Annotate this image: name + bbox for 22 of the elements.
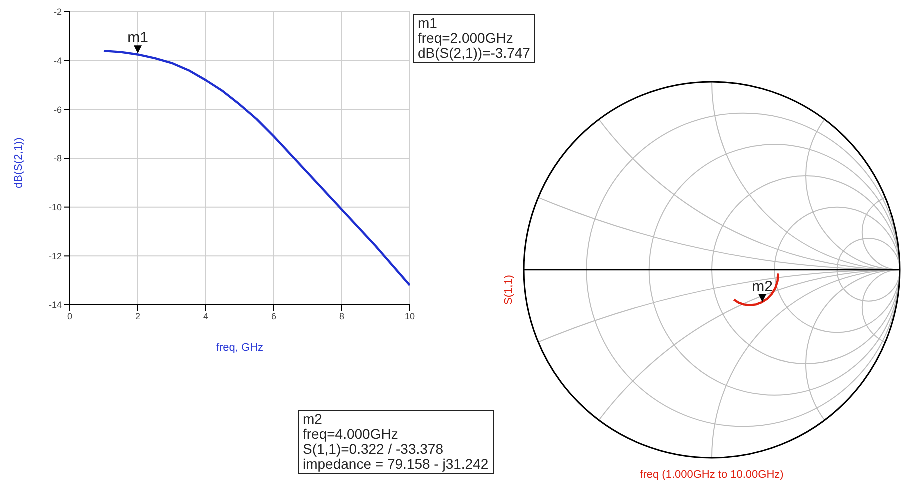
y-tick-label: -10 [48, 202, 62, 213]
x-tick-label: 10 [404, 311, 416, 322]
x-tick-label: 4 [203, 311, 209, 322]
x-tick-label: 6 [271, 311, 277, 322]
y-tick-label: -6 [54, 104, 62, 115]
y-tick-label: -12 [48, 251, 62, 262]
x-axis-title: freq, GHz [216, 342, 264, 354]
text: S(1,1) [503, 275, 515, 305]
y-tick-label: -14 [48, 300, 62, 310]
text: m2 [752, 278, 773, 296]
text: m1 freq=2.000GHz dB(S(2,1))=-3.747 [413, 14, 536, 63]
text: m2 freq=4.000GHz S(1,1)=0.322 / -33.378 impedance = 79.158 - j31.242 [298, 410, 494, 474]
y-tick-label: -8 [54, 154, 62, 164]
x-tick-label: 8 [339, 311, 345, 322]
x-tick-label: 0 [67, 311, 73, 322]
text: freq (1.000GHz to 10.00GHz) [640, 469, 784, 481]
y-tick-label: -4 [54, 56, 62, 66]
annotation: m1 [128, 30, 148, 47]
x-tick-label: 2 [135, 311, 141, 322]
y-axis-title: dB(S(2,1)) [12, 138, 25, 188]
line-series [102, 50, 410, 287]
y-tick-label: -2 [54, 7, 62, 18]
